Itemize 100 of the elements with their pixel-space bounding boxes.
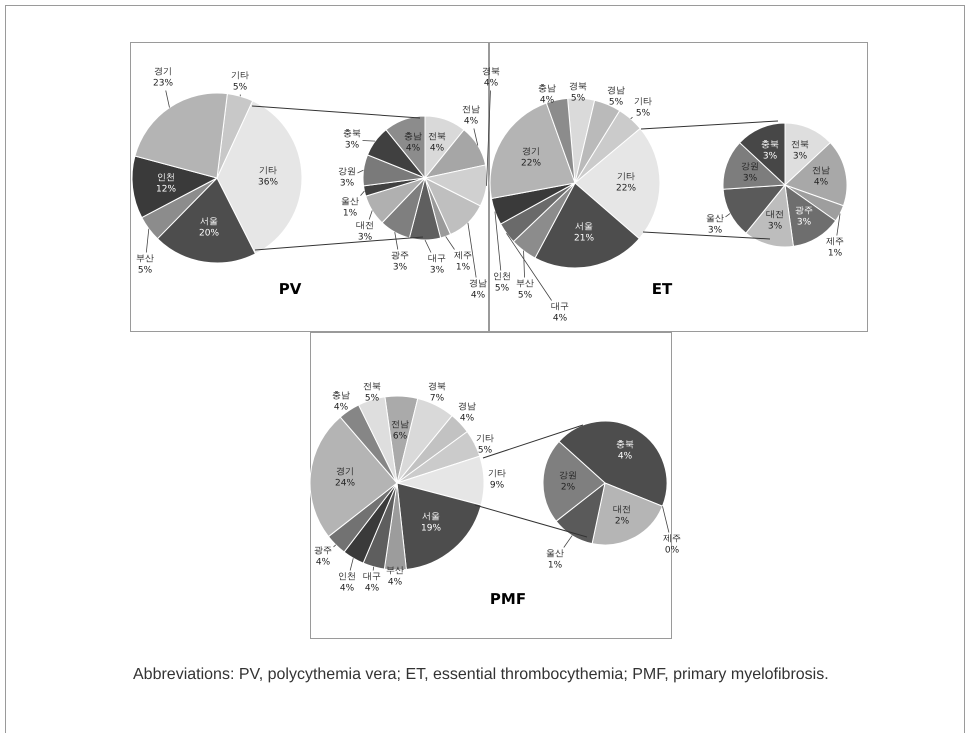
data-label: 4% <box>464 116 479 127</box>
data-label: 5% <box>138 266 153 276</box>
data-label: 5% <box>608 98 624 108</box>
data-label: 3% <box>762 152 778 162</box>
data-label: 4% <box>460 414 475 424</box>
data-label: 6% <box>392 432 408 442</box>
data-label: 5% <box>518 290 533 301</box>
data-label: 3% <box>358 232 373 243</box>
slice-label: 경기 <box>522 147 540 157</box>
data-label: 2% <box>560 482 576 493</box>
category-label: 제주 <box>663 534 681 544</box>
slice-label: 강원 <box>338 167 356 177</box>
data-label: 3% <box>742 174 758 184</box>
data-label: 21% <box>574 234 594 244</box>
slice-label: 대전 <box>766 210 784 220</box>
slice-label: 경북 <box>482 67 500 77</box>
slice-label: 대구 <box>551 302 569 312</box>
data-label: 3% <box>340 178 355 189</box>
data-label: 4% <box>406 144 421 154</box>
data-label: 1% <box>456 262 471 273</box>
data-label: 3% <box>708 226 723 236</box>
slice-label: 부산 <box>386 566 404 576</box>
slice-label: 서울 <box>422 512 440 522</box>
data-label: 3% <box>392 262 408 273</box>
slice-label: 서울 <box>575 222 594 232</box>
data-label: 4% <box>814 178 829 188</box>
data-label: 4% <box>334 402 349 413</box>
slice-label: 강원 <box>741 162 759 172</box>
data-label: 5% <box>636 108 651 119</box>
data-label: 7% <box>430 394 445 404</box>
slice-label: 기타 <box>259 166 278 176</box>
slice-label: 대전 <box>613 505 631 515</box>
data-label: 5% <box>570 94 586 104</box>
data-label: 23% <box>153 78 174 89</box>
data-label: 3% <box>792 152 808 162</box>
data-label: 1% <box>828 248 843 259</box>
data-label: 4% <box>316 558 331 568</box>
slice-label: 전남 <box>812 166 830 176</box>
data-label: 3% <box>430 266 445 276</box>
data-label: 4% <box>470 290 486 301</box>
slice-label: 충남 <box>332 391 350 401</box>
slice-label: 대구 <box>428 254 446 264</box>
slice-label: 제주 <box>454 251 472 261</box>
data-label: 4% <box>364 584 380 594</box>
data-label: 4% <box>552 314 568 324</box>
data-label: 20% <box>199 228 220 239</box>
slice-label: 경남 <box>607 86 625 96</box>
slice-label: 울산 <box>341 197 359 207</box>
slice-label: 기타 <box>617 172 636 182</box>
slice-label: 대구 <box>363 572 381 582</box>
data-label: 4% <box>388 578 403 588</box>
data-label: 5% <box>232 82 248 93</box>
slice-label: 전북 <box>363 382 381 392</box>
slice-label: 기타 <box>476 434 494 444</box>
data-label: 3% <box>344 140 360 151</box>
data-label: 2% <box>614 516 630 527</box>
slice-label: 전남 <box>462 105 480 115</box>
slice-label: 경기 <box>336 467 354 477</box>
data-label: 3% <box>796 218 812 228</box>
data-label: 9% <box>490 480 505 491</box>
data-label: 5% <box>478 446 493 456</box>
slice-label: 기타 <box>488 469 506 479</box>
text: 0% <box>664 546 680 556</box>
slice-label: 전북 <box>428 132 446 142</box>
slice-label: 경남 <box>458 402 476 412</box>
data-label: 24% <box>335 478 356 489</box>
slice-label: 인천 <box>157 173 176 183</box>
data-label: 4% <box>540 96 555 106</box>
data-label: 5% <box>494 284 510 294</box>
data-label: 4% <box>484 78 499 89</box>
data-label: 12% <box>156 184 176 195</box>
slice-label: 경북 <box>428 382 446 392</box>
slice-label: 울산 <box>546 549 564 559</box>
slice-label: 광주 <box>314 546 332 556</box>
data-label: 5% <box>364 394 380 404</box>
data-label: 4% <box>618 452 633 462</box>
slice-label: 부산 <box>516 279 534 289</box>
data-label: 36% <box>258 178 278 188</box>
data-label: 1% <box>342 208 358 219</box>
slice-label: 충남 <box>538 84 556 94</box>
slice-label: 전남 <box>391 420 409 430</box>
slice-label: 부산 <box>136 254 154 264</box>
slice-label: 광주 <box>795 206 813 216</box>
slice-label: 기타 <box>634 97 652 107</box>
slice-label: 인천 <box>493 272 511 282</box>
slice-label: 울산 <box>706 214 724 224</box>
slice-label: 서울 <box>200 217 218 227</box>
text: PV <box>278 280 302 298</box>
text: PMF <box>490 590 526 608</box>
slice-label: 충북 <box>343 129 361 139</box>
slice-label: 충북 <box>761 140 779 150</box>
data-label: 3% <box>768 222 783 232</box>
slice-label: 인천 <box>338 572 356 582</box>
slice-label: 대전 <box>356 221 374 231</box>
slice-label: 충북 <box>616 440 634 450</box>
text: Abbreviations: PV, polycythemia vera; ET, essential thrombocythemia; PMF, primary myelofibrosis. <box>133 665 830 685</box>
data-label: 22% <box>616 184 636 194</box>
data-label: 4% <box>340 584 355 594</box>
data-label: 22% <box>521 158 542 169</box>
slice-label: 경북 <box>569 82 587 92</box>
